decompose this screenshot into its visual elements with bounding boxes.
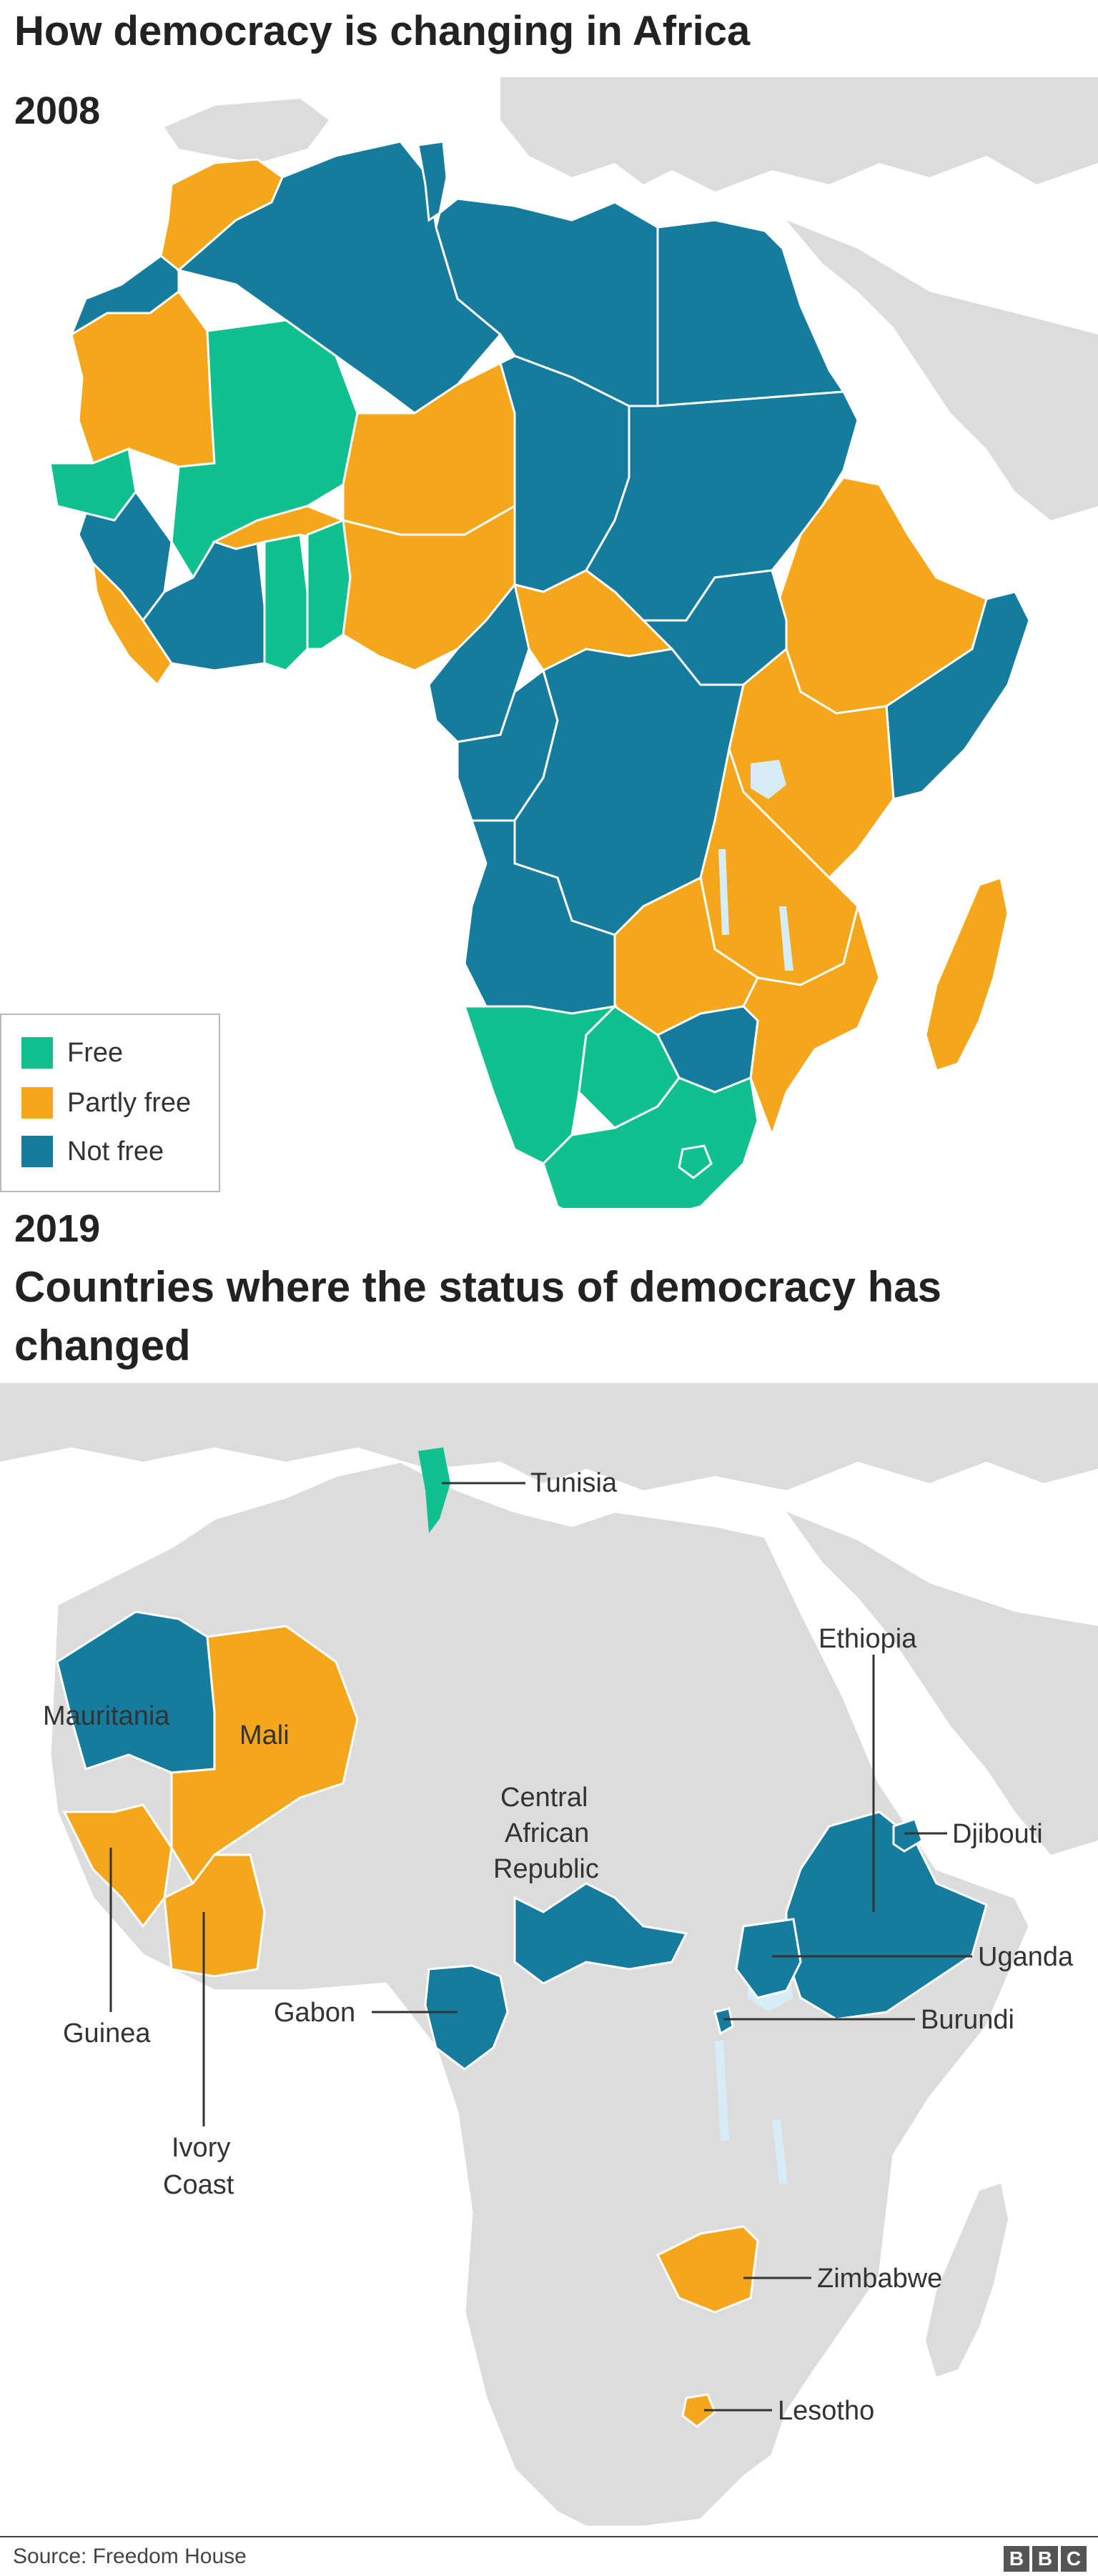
legend-item-not-free: Not free [21, 1135, 164, 1168]
page-title: How democracy is changing in Africa [14, 8, 751, 54]
legend-label-free: Free [67, 1037, 124, 1068]
map-legend: Free Partly free Not free [0, 1014, 220, 1192]
bbc-logo-letter-2: B [1032, 2546, 1058, 2572]
ivory-coast-shape [163, 1853, 266, 1978]
label-djibouti: Djibouti [952, 1819, 1043, 1849]
africa-map-2019: Tunisia Mauritania Mali Guinea Ivory Coa… [0, 1383, 1098, 2527]
label-mali: Mali [239, 1720, 290, 1750]
label-lesotho: Lesotho [778, 2396, 874, 2426]
middle-east-landmass-2019 [786, 1512, 1098, 1855]
sierra-leone-liberia-region [91, 560, 173, 687]
guinea-shape [62, 1803, 173, 1928]
legend-label-not-free: Not free [67, 1136, 164, 1166]
middle-east-landmass [786, 220, 1098, 520]
source-note: Source: Freedom House [13, 2545, 247, 2568]
label-car-line1: Central [500, 1783, 588, 1813]
ghana-region [263, 533, 309, 672]
legend-swatch-free [21, 1037, 53, 1069]
madagascar-landmass-2019 [926, 2184, 1008, 2377]
lake-victoria [751, 760, 786, 799]
label-uganda: Uganda [978, 1942, 1074, 1972]
label-ivory-coast-line1: Ivory [172, 2133, 230, 2163]
label-gabon: Gabon [274, 1998, 355, 2028]
legend-label-partly-free: Partly free [67, 1087, 192, 1118]
legend-item-free: Free [21, 1036, 123, 1069]
label-zimbabwe: Zimbabwe [817, 2264, 942, 2294]
lake-tanganyika-2019 [715, 2041, 729, 2141]
label-car-line3: Republic [493, 1854, 599, 1884]
label-burundi: Burundi [921, 2005, 1014, 2035]
legend-swatch-not-free [21, 1136, 53, 1167]
lesotho-region [678, 1144, 713, 1179]
legend-swatch-partly-free [21, 1087, 53, 1119]
somalia-region [885, 590, 1031, 801]
year-2008-label: 2008 [14, 89, 101, 132]
label-mauritania: Mauritania [43, 1701, 170, 1731]
lake-malawi-2019 [772, 2119, 788, 2184]
lake-tanganyika [718, 849, 729, 935]
bbc-logo: B B C [1004, 2546, 1087, 2572]
label-car-line2: African [505, 1818, 589, 1848]
label-ivory-coast-line2: Coast [163, 2170, 234, 2200]
mali-shape [170, 1625, 359, 1886]
label-tunisia: Tunisia [530, 1468, 618, 1498]
zimbabwe-shape [656, 2225, 759, 2314]
bbc-logo-letter-3: C [1061, 2546, 1087, 2572]
lake-malawi [779, 906, 793, 971]
uganda-shape [735, 1918, 802, 1999]
tunisia-shape [418, 1447, 450, 1533]
burundi-shape [713, 2007, 734, 2036]
label-guinea: Guinea [63, 2018, 151, 2049]
europe-landmass-2019 [0, 1383, 1098, 1490]
label-ethiopia: Ethiopia [818, 1624, 917, 1654]
footer-divider [0, 2536, 1098, 2537]
gabon-shape [424, 1964, 509, 2071]
lesotho-shape [681, 2393, 716, 2428]
europe-landmass [500, 77, 1098, 192]
south-africa-region [542, 1076, 759, 1208]
djibouti-shape [892, 1818, 924, 1853]
year-2019-label: 2019 [14, 1207, 101, 1250]
bbc-logo-letter-1: B [1004, 2546, 1029, 2572]
map-subtitle: Countries where the status of democracy … [14, 1263, 942, 1369]
legend-item-partly-free: Partly free [21, 1086, 191, 1119]
africa-map-2008 [49, 77, 1098, 1208]
madagascar-region [924, 876, 1009, 1072]
central-african-republic-shape [513, 1882, 688, 1985]
spain-landmass [164, 99, 329, 163]
